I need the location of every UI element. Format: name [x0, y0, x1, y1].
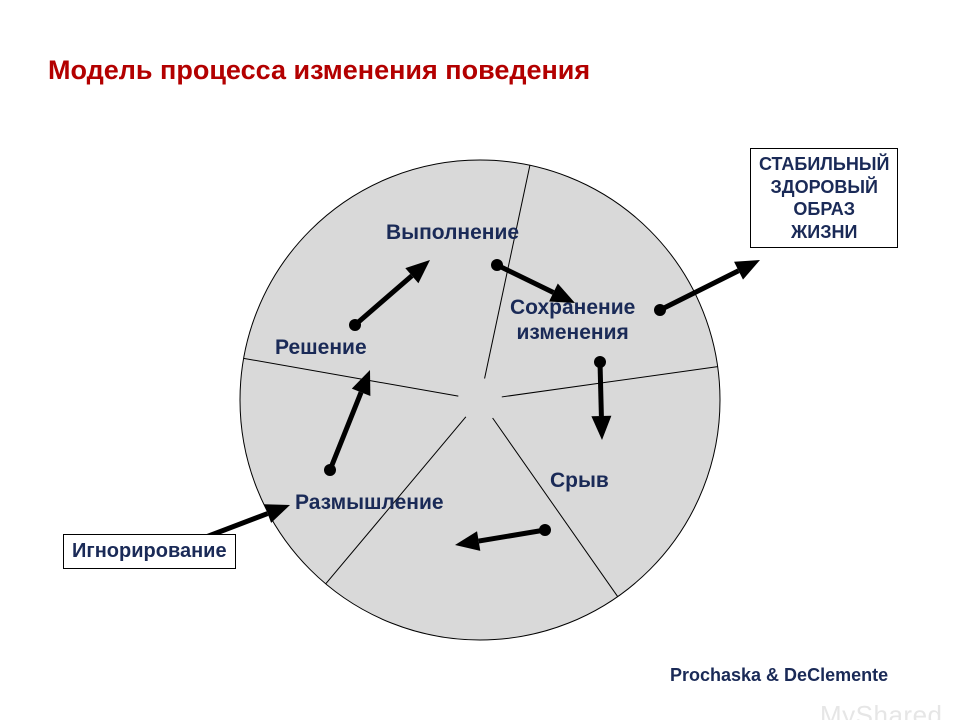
stage-label-maintenance: Сохранение изменения [510, 295, 635, 345]
credit-text: Prochaska & DeClemente [670, 665, 888, 686]
stage-label-decision: Решение [275, 335, 367, 360]
cycle-diagram-svg [0, 0, 960, 720]
stage-label-reflection: Размышление [295, 490, 444, 515]
stage-label-relapse: Срыв [550, 468, 609, 493]
ignore-box: Игнорирование [63, 534, 236, 569]
stable-box: СТАБИЛЬНЫЙ ЗДОРОВЫЙ ОБРАЗ ЖИЗНИ [750, 148, 898, 248]
watermark-text: MyShared [820, 700, 943, 720]
stage-label-execution: Выполнение [386, 220, 519, 245]
